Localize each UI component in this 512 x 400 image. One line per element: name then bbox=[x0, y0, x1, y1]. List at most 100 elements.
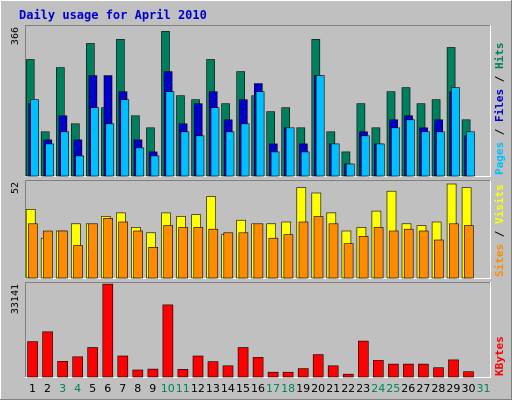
bar-sites-day-29 bbox=[448, 223, 459, 279]
bar-kbytes-day-10 bbox=[162, 304, 174, 378]
day-label-18: 18 bbox=[281, 382, 295, 395]
bar-sites-day-5 bbox=[88, 223, 98, 279]
bar-kbytes-day-3 bbox=[57, 360, 69, 378]
bar-pages-day-29 bbox=[451, 87, 460, 177]
bar-sites-day-19 bbox=[298, 221, 309, 279]
bar-pages-day-9 bbox=[150, 155, 160, 177]
bar-pages-day-6 bbox=[105, 123, 115, 177]
bar-sites-day-23 bbox=[358, 236, 369, 279]
bar-sites-day-12 bbox=[193, 227, 204, 279]
bar-sites-day-17 bbox=[268, 237, 279, 279]
chart-title: Daily usage for April 2010 bbox=[19, 8, 207, 22]
legend-label-sites: Sites bbox=[493, 244, 506, 277]
bar-sites-day-15 bbox=[238, 232, 249, 279]
bar-pages-day-15 bbox=[240, 123, 250, 177]
bar-pages-day-5 bbox=[90, 107, 99, 177]
bar-pages-day-17 bbox=[270, 151, 280, 177]
bar-kbytes-day-8 bbox=[132, 369, 144, 378]
bar-sites-day-13 bbox=[208, 228, 219, 279]
bar-sites-day-25 bbox=[388, 230, 399, 279]
day-label-31: 31 bbox=[477, 382, 491, 395]
bar-pages-day-3 bbox=[60, 131, 70, 177]
day-label-16: 16 bbox=[251, 382, 265, 395]
bar-pages-day-14 bbox=[225, 131, 235, 177]
bar-kbytes-day-7 bbox=[117, 355, 129, 378]
day-label-10: 10 bbox=[161, 382, 175, 395]
day-label-15: 15 bbox=[236, 382, 250, 395]
bar-sites-day-14 bbox=[223, 232, 234, 279]
day-label-14: 14 bbox=[221, 382, 235, 395]
bar-kbytes-day-23 bbox=[357, 340, 369, 378]
day-label-19: 19 bbox=[296, 382, 310, 395]
bar-sites-day-22 bbox=[343, 243, 354, 279]
series-sites bbox=[28, 216, 474, 279]
bar-kbytes-day-9 bbox=[147, 368, 159, 378]
bar-kbytes-day-1 bbox=[27, 341, 38, 378]
day-label-13: 13 bbox=[206, 382, 220, 395]
bar-sites-day-21 bbox=[328, 223, 339, 279]
day-label-7: 7 bbox=[119, 382, 126, 395]
series-pages bbox=[30, 75, 475, 177]
day-label-28: 28 bbox=[431, 382, 445, 395]
day-label-2: 2 bbox=[44, 382, 51, 395]
day-label-22: 22 bbox=[341, 382, 355, 395]
bar-kbytes-day-14 bbox=[222, 365, 234, 378]
bar-kbytes-day-4 bbox=[72, 356, 83, 378]
legend-separator: / bbox=[493, 69, 506, 89]
bar-pages-day-12 bbox=[195, 135, 205, 177]
bar-sites-day-10 bbox=[163, 225, 173, 279]
bar-pages-day-21 bbox=[330, 143, 340, 177]
bar-pages-day-22 bbox=[345, 163, 355, 177]
bar-kbytes-day-20 bbox=[312, 354, 324, 378]
bar-pages-day-1 bbox=[30, 99, 39, 177]
day-label-26: 26 bbox=[401, 382, 415, 395]
bar-pages-day-13 bbox=[210, 107, 220, 177]
bar-sites-day-30 bbox=[463, 225, 474, 279]
bar-pages-day-27 bbox=[421, 131, 430, 177]
panel-volume-legend: KBytes bbox=[493, 336, 506, 376]
day-label-5: 5 bbox=[89, 382, 96, 395]
bar-kbytes-day-29 bbox=[448, 359, 459, 378]
bar-pages-day-7 bbox=[120, 99, 130, 177]
bar-kbytes-day-16 bbox=[252, 357, 264, 378]
bar-kbytes-day-6 bbox=[102, 283, 114, 378]
bar-kbytes-day-11 bbox=[177, 369, 189, 378]
bar-kbytes-day-13 bbox=[207, 361, 219, 378]
panel-traffic: 366 Pages / Files / Hits bbox=[10, 25, 506, 177]
day-label-17: 17 bbox=[266, 382, 280, 395]
bar-sites-day-16 bbox=[253, 223, 264, 279]
day-label-3: 3 bbox=[59, 382, 66, 395]
bar-pages-day-20 bbox=[315, 75, 325, 177]
bar-sites-day-26 bbox=[403, 228, 414, 279]
bar-sites-day-27 bbox=[418, 230, 429, 279]
bar-sites-day-9 bbox=[148, 247, 158, 279]
bar-sites-day-18 bbox=[283, 234, 294, 279]
bar-sites-day-28 bbox=[433, 239, 444, 279]
bar-pages-day-26 bbox=[406, 119, 415, 177]
bar-kbytes-day-5 bbox=[87, 347, 98, 378]
day-label-23: 23 bbox=[356, 382, 370, 395]
day-label-11: 11 bbox=[176, 382, 190, 395]
day-label-29: 29 bbox=[446, 382, 460, 395]
bar-pages-day-10 bbox=[165, 91, 175, 177]
bar-kbytes-day-24 bbox=[372, 360, 384, 378]
panel-traffic-legend: Pages / Files / Hits bbox=[493, 43, 506, 176]
day-label-4: 4 bbox=[74, 382, 81, 395]
bar-kbytes-day-15 bbox=[237, 347, 249, 378]
panel-visitors-ymax-label: 52 bbox=[10, 182, 21, 194]
bar-pages-day-8 bbox=[135, 147, 145, 177]
legend-label-files: Files bbox=[493, 89, 506, 122]
legend-label-kbytes: KBytes bbox=[493, 336, 506, 376]
bar-sites-day-6 bbox=[103, 218, 113, 279]
bar-pages-day-4 bbox=[75, 155, 84, 177]
legend-label-hits: Hits bbox=[493, 43, 506, 70]
bar-kbytes-day-18 bbox=[282, 371, 294, 378]
bar-sites-day-8 bbox=[133, 230, 143, 279]
panel-visitors-legend: Sites / Visits bbox=[493, 184, 506, 277]
series-kbytes bbox=[27, 283, 474, 378]
day-label-12: 12 bbox=[191, 382, 205, 395]
day-axis-labels: 1 2 3 4 5 6 7 8 9 10 11 12 13 14 15 16 17 18 19 20 21 22 23 24 2… bbox=[29, 382, 491, 395]
legend-separator: / bbox=[493, 224, 506, 244]
bar-pages-day-19 bbox=[300, 151, 310, 177]
